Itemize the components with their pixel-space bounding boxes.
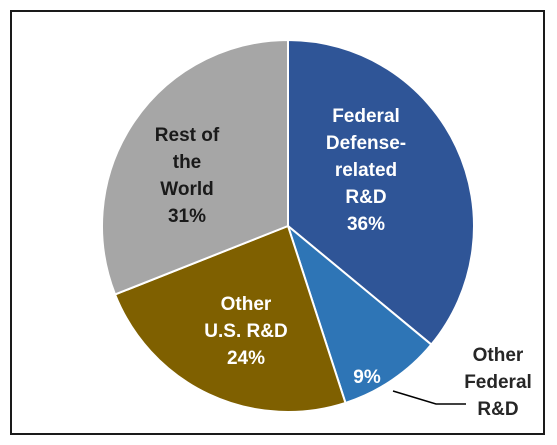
pie-slice-0 (287, 38, 475, 346)
slice-1-name-label: Other (473, 345, 524, 366)
slice-3-percent-label: 31% (168, 206, 206, 227)
slice-1-name-label: Federal (464, 372, 532, 393)
slice-3-name-label: Rest of (155, 125, 220, 146)
slice-1-name-label: R&D (477, 399, 518, 420)
slice-2-percent-label: 24% (227, 348, 265, 369)
slice-0-name-label: R&D (345, 187, 386, 208)
pie-slice-1 (285, 223, 433, 405)
slice-0-name-label: related (335, 160, 397, 181)
slice-2-name-label: Other (221, 294, 272, 315)
slice-2-name-label: U.S. R&D (204, 321, 287, 342)
slice-3-name-label: World (160, 179, 213, 200)
pie-slice-3 (101, 38, 289, 296)
slice-1-percent-label: 9% (353, 367, 381, 388)
slice-1-leader-line (392, 390, 466, 405)
slice-0-name-label: Federal (332, 106, 400, 127)
slice-0-name-label: Defense- (326, 133, 406, 154)
slice-3-name-label: the (173, 152, 202, 173)
slice-0-percent-label: 36% (347, 214, 385, 235)
